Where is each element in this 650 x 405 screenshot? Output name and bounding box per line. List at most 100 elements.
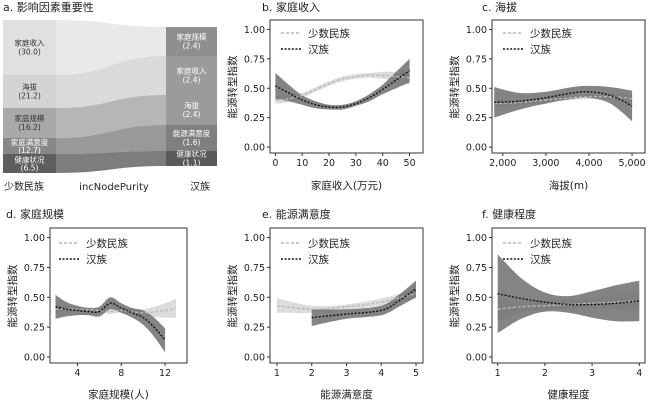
sankey-right-label-2: 家庭收入 <box>177 66 207 76</box>
y-tick-label: 0.75 <box>244 54 265 65</box>
sankey-right-value-1: (2.4) <box>183 42 201 51</box>
y-tick-label: 0.75 <box>24 263 45 274</box>
y-axis-label: 能源转型指数 <box>448 264 461 327</box>
ci-band-minority <box>277 288 416 314</box>
y-tick-label: 0.00 <box>24 353 45 364</box>
x-tick-label: 20 <box>323 158 335 169</box>
y-tick-label: 0.50 <box>466 293 487 304</box>
sankey-left-label-4: 家庭满意度 <box>11 137 49 147</box>
x-tick-label: 5,000 <box>618 158 645 169</box>
y-tick-label: 1.00 <box>466 25 487 36</box>
x-tick-label: 3 <box>589 368 595 379</box>
y-tick-label: 0.25 <box>466 113 487 124</box>
legend-label-minority: 少数民族 <box>530 237 572 250</box>
series-line-minority <box>275 74 410 101</box>
series-line-minority <box>276 293 417 310</box>
y-tick-label: 0.50 <box>244 293 265 304</box>
y-axis-label: 能源转型指数 <box>448 55 461 118</box>
sankey-left-value-2: (21.2) <box>18 92 41 101</box>
x-tick-label: 2,000 <box>489 158 516 169</box>
x-axis-label: 家庭规模(人) <box>88 388 149 401</box>
ci-band-han <box>275 58 410 110</box>
y-tick-label: 0.75 <box>466 263 487 274</box>
panel-b-title: b. 家庭收入 <box>262 0 320 14</box>
series-line-han <box>494 90 633 107</box>
series-line-han <box>311 288 417 319</box>
legend-label-han: 汉族 <box>308 253 329 266</box>
y-axis-label: 能源转型指数 <box>6 264 19 327</box>
y-tick-label: 0.75 <box>466 54 487 65</box>
sankey-right-value-2: (2.4) <box>183 76 201 85</box>
y-tick-label: 1.00 <box>244 25 265 36</box>
legend-label-minority: 少数民族 <box>308 237 350 250</box>
sankey-right-value-4: (1.6) <box>183 138 201 147</box>
series-line-minority <box>494 95 633 105</box>
x-axis-label: 能源满意度 <box>320 388 373 401</box>
panel-f-title: f. 健康程度 <box>482 207 536 221</box>
sankey-right-value-5: (1.1) <box>183 159 201 168</box>
sankey-footer-1: 少数民族 <box>4 180 44 193</box>
panel-d: d. 家庭规模 0.00 0.25 0.50 0.75 1.00 4 8 12 家庭规模(人) 能源… <box>6 207 188 401</box>
panel-c-plot-area <box>491 19 646 154</box>
x-tick-label: 40 <box>377 158 389 169</box>
x-tick-label: 12 <box>159 368 171 379</box>
sankey-left-label-3: 家庭规模 <box>15 113 45 123</box>
x-tick-label: 30 <box>350 158 362 169</box>
sankey-right-node-1 <box>166 27 217 56</box>
panel-a-title: a. 影响因素重要性 <box>3 0 94 14</box>
x-tick-label: 4 <box>378 368 384 379</box>
y-tick-label: 0.00 <box>244 143 265 154</box>
panel-b: b. 家庭收入 0.00 0.25 0.50 0.75 1.00 0 10 20 30 40 50 家庭… <box>226 0 424 192</box>
sankey-right-node-2 <box>166 56 217 95</box>
sankey-left-node-1 <box>3 20 56 75</box>
panel-e-title: e. 能源满意度 <box>262 207 331 221</box>
legend-label-minority: 少数民族 <box>530 27 572 40</box>
series-line-minority <box>497 300 640 310</box>
ci-band-han <box>497 254 640 334</box>
sankey-right-label-5: 健康状况 <box>177 149 207 159</box>
x-tick-label: 0 <box>272 158 278 169</box>
x-tick-label: 1 <box>495 368 501 379</box>
sankey-link-5 <box>56 151 166 173</box>
legend-label-minority: 少数民族 <box>308 27 350 40</box>
y-tick-label: 0.50 <box>466 84 487 95</box>
sankey-left-value-1: (30.0) <box>18 48 41 57</box>
x-tick-label: 1 <box>274 368 280 379</box>
sankey-left-value-5: (6.5) <box>21 164 39 173</box>
y-tick-label: 1.00 <box>24 233 45 244</box>
y-axis-label: 能源转型指数 <box>226 55 239 118</box>
y-tick-label: 0.25 <box>244 113 265 124</box>
legend-label-han: 汉族 <box>86 253 107 266</box>
panel-c: c. 海拔 0.00 0.25 0.50 0.75 1.00 2,000 3,000 4,000… <box>448 0 646 192</box>
y-tick-label: 0.25 <box>244 323 265 334</box>
sankey-link-4 <box>56 125 166 154</box>
sankey-link-2 <box>56 56 166 108</box>
y-axis-label: 能源转型指数 <box>226 264 239 327</box>
y-tick-label: 0.00 <box>466 353 487 364</box>
y-tick-label: 1.00 <box>244 233 265 244</box>
y-tick-label: 1.00 <box>466 233 487 244</box>
sankey-left-node-2 <box>3 75 56 108</box>
ci-band-han <box>494 85 633 122</box>
x-tick-label: 3,000 <box>532 158 559 169</box>
y-tick-label: 0.75 <box>244 263 265 274</box>
sankey-right-node-4 <box>166 125 217 151</box>
sankey-right-node-3 <box>166 95 217 125</box>
x-tick-label: 10 <box>296 158 308 169</box>
sankey-footer-2: incNodePurity <box>79 182 149 193</box>
sankey-left-label-2: 海拔 <box>22 82 37 92</box>
series-line-han <box>55 302 166 341</box>
x-axis-label: 家庭收入(万元) <box>311 179 382 192</box>
panel-f: f. 健康程度 0.00 0.25 0.50 0.75 1.00 1 2 3 4 健康程度 能源转型指… <box>448 207 646 401</box>
sankey-left-label-5: 健康状况 <box>15 155 45 165</box>
sankey-link-1 <box>56 20 166 75</box>
x-tick-label: 5 <box>413 368 419 379</box>
sankey-left-node-4 <box>3 138 56 154</box>
x-tick-label: 4 <box>74 368 80 379</box>
sankey-left-value-3: (16.2) <box>18 123 41 132</box>
panel-e: e. 能源满意度 0.00 0.25 0.50 0.75 1.00 1 2 3 4 5 能源满意度 能源… <box>226 207 424 401</box>
sankey-right-value-3: (2.4) <box>183 110 201 119</box>
y-tick-label: 0.00 <box>466 143 487 154</box>
